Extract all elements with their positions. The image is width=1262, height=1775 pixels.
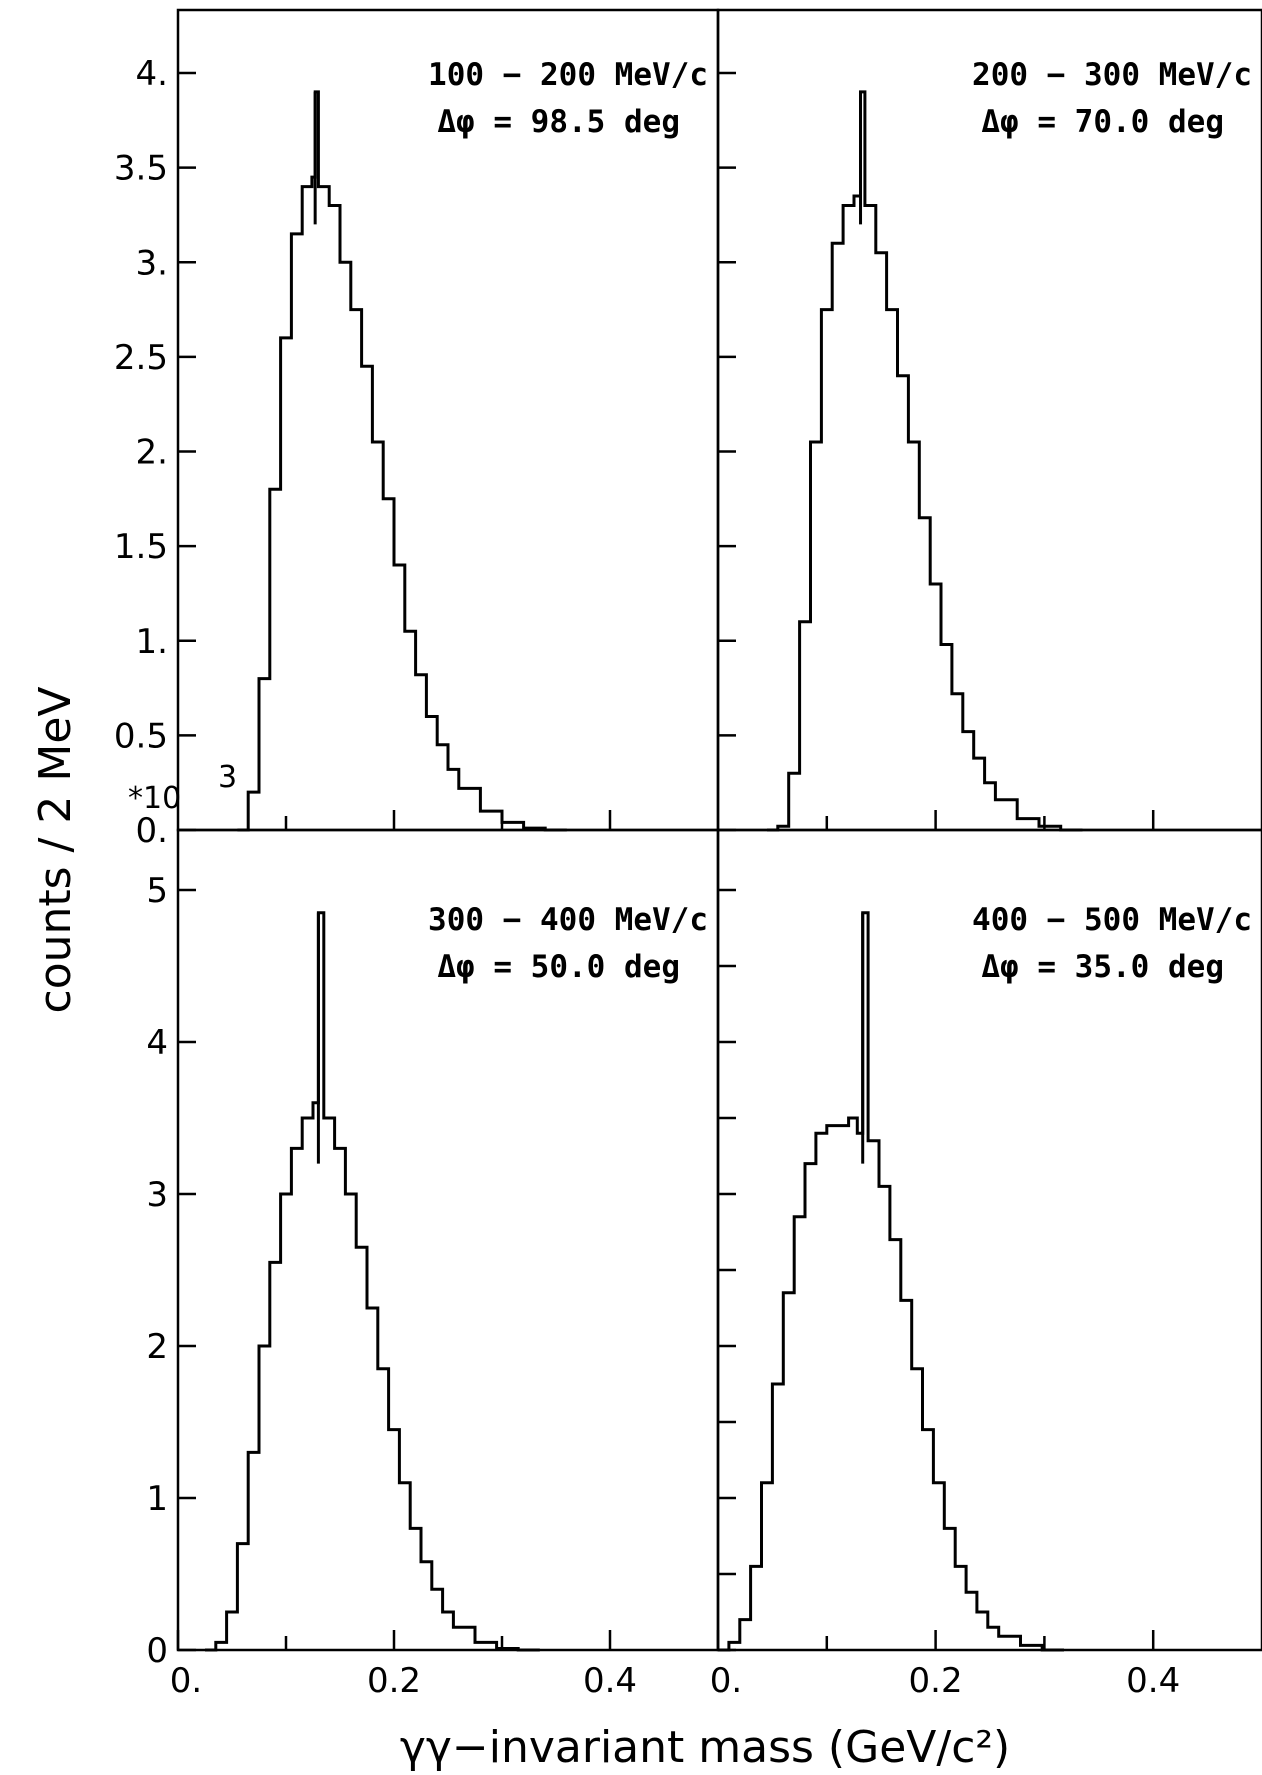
y-tick-label: 4 <box>146 1023 168 1063</box>
panel-annotation-angle: Δφ = 50.0 deg <box>437 949 680 985</box>
y-tick-label: 3.5 <box>114 149 168 189</box>
y-tick-label: 2. <box>136 433 168 473</box>
panel-annotation-angle: Δφ = 98.5 deg <box>437 104 680 140</box>
x-axis-title: γγ−invariant mass (GeV/c²) <box>400 1722 1010 1773</box>
y-tick-label: 0.5 <box>114 716 168 756</box>
x-tick-label: 0.2 <box>367 1661 421 1701</box>
y-tick-label: 0. <box>136 811 168 851</box>
panel-bottom-right: 0. 0.2 0.4 400 − 500 MeV/c Δφ = 35.0 deg <box>710 828 1262 1701</box>
x-tick-label: 0. <box>170 1661 202 1701</box>
panels-group: 0.0.51.1.52.2.53.3.54. 100 − 200 MeV/cΔφ … <box>114 8 1262 1701</box>
histogram-series <box>767 90 1083 832</box>
y-tick-label: 4. <box>136 54 168 94</box>
y-axis-title: counts / 2 MeV <box>30 687 81 1014</box>
y-tick-label: 1.5 <box>114 527 168 567</box>
y-tick-label: 1. <box>136 622 168 662</box>
x-tick-label: 0. <box>710 1661 742 1701</box>
axis-multiplier-exponent: 3 <box>218 760 237 795</box>
x-tick-label: 0.4 <box>583 1661 637 1701</box>
panel-top-right: 200 − 300 MeV/c Δφ = 70.0 deg <box>716 8 1262 832</box>
histogram-series <box>205 911 540 1652</box>
y-tick-label: 3. <box>136 243 168 283</box>
panel-annotation-angle: Δφ = 35.0 deg <box>981 949 1224 985</box>
panel-annotation-momentum: 400 − 500 MeV/c <box>972 902 1252 938</box>
y-tick-label: 2 <box>146 1327 168 1367</box>
y-tick-label: 0 <box>146 1631 168 1671</box>
panel-bottom-left: 0 1 2 3 4 5 0. 0.2 0.4 300 − 400 MeV/c Δφ = 50.0 d… <box>146 828 720 1701</box>
panel-annotation-momentum: 200 − 300 MeV/c <box>972 57 1252 93</box>
panel-annotation-momentum: 100 − 200 MeV/c <box>428 57 708 93</box>
x-tick-label: 0.2 <box>909 1661 963 1701</box>
panel-annotation-momentum: 300 − 400 MeV/c <box>428 902 708 938</box>
histogram-series <box>718 911 1064 1652</box>
y-tick-label: 2.5 <box>114 338 168 378</box>
histogram-series <box>237 90 567 832</box>
panel-frame-bottom-right <box>716 828 1262 1652</box>
y-tick-label: 1 <box>146 1479 168 1519</box>
y-tick-label: 3 <box>146 1175 168 1215</box>
panel-annotation-angle: Δφ = 70.0 deg <box>981 104 1224 140</box>
axis-multiplier-prefix: *10 <box>128 781 181 816</box>
x-tick-label: 0.4 <box>1126 1661 1180 1701</box>
panel-top-left: 0. 0.5 1. 1.5 2. 2.5 3. 3.5 4. 100 − 200 MeV/c Δφ … <box>114 8 720 851</box>
y-tick-label: 5 <box>146 871 168 911</box>
